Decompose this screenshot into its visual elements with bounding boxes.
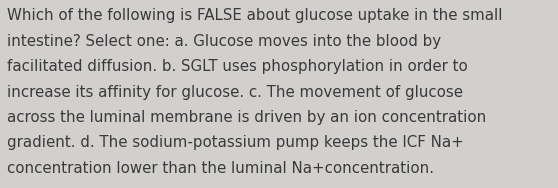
Text: gradient. d. The sodium-potassium pump keeps the ICF Na+: gradient. d. The sodium-potassium pump k… (7, 135, 464, 150)
Text: intestine? Select one: a. Glucose moves into the blood by: intestine? Select one: a. Glucose moves … (7, 34, 441, 49)
Text: facilitated diffusion. b. SGLT uses phosphorylation in order to: facilitated diffusion. b. SGLT uses phos… (7, 59, 468, 74)
Text: across the luminal membrane is driven by an ion concentration: across the luminal membrane is driven by… (7, 110, 486, 125)
Text: concentration lower than the luminal Na+concentration.: concentration lower than the luminal Na+… (7, 161, 434, 176)
Text: increase its affinity for glucose. c. The movement of glucose: increase its affinity for glucose. c. Th… (7, 85, 463, 100)
Text: Which of the following is FALSE about glucose uptake in the small: Which of the following is FALSE about gl… (7, 8, 502, 24)
